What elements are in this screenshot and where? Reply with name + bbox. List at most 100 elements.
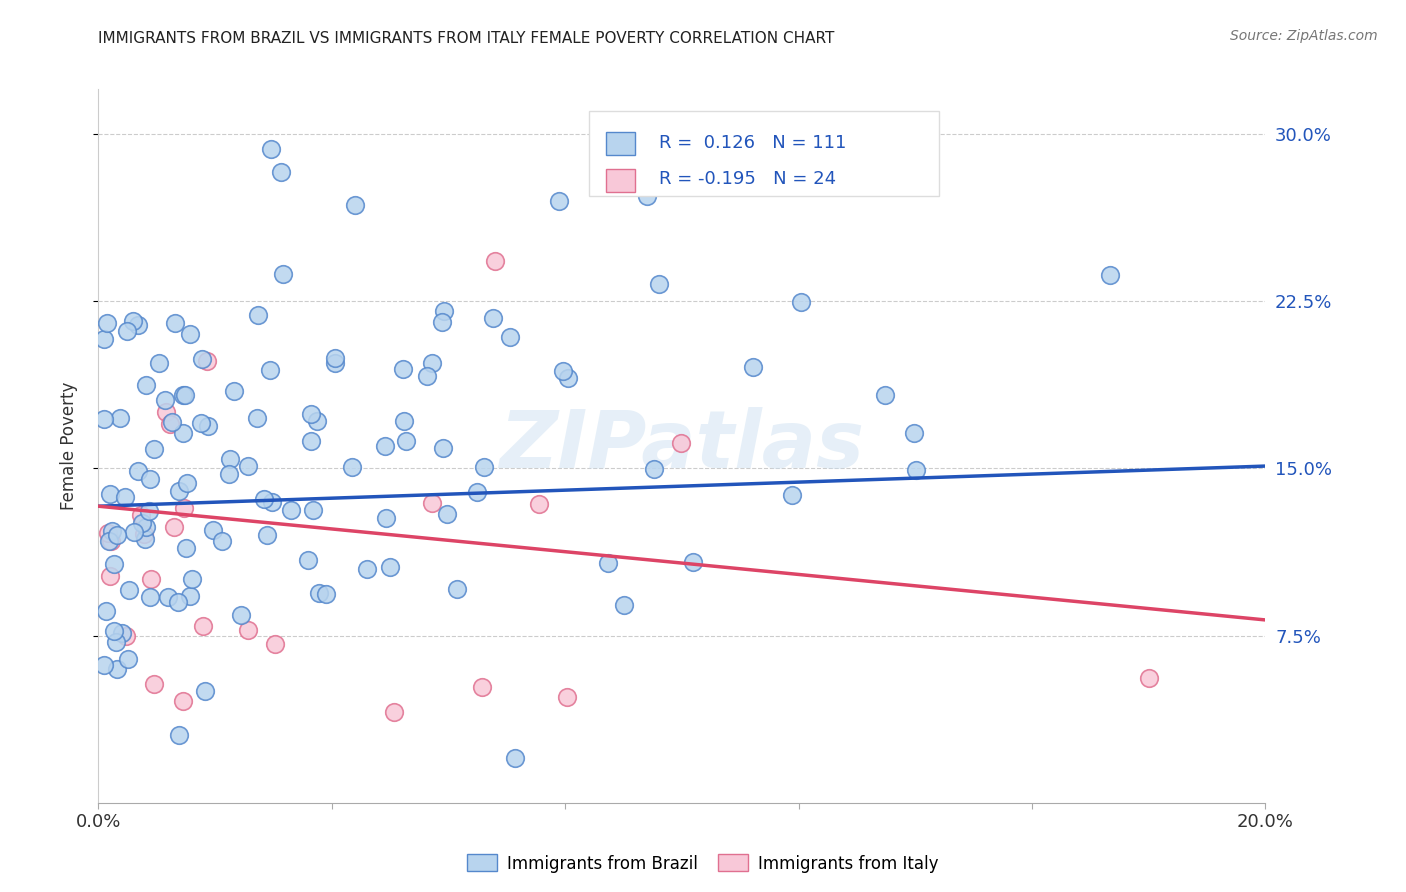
Point: [548, 194, 571, 208]
Point: [356, 562, 378, 576]
Point: [505, 751, 527, 765]
Point: [256, 528, 278, 542]
Point: [157, 590, 180, 604]
Point: [195, 353, 218, 368]
Point: [253, 492, 276, 507]
Point: [93, 412, 115, 426]
Point: [139, 572, 162, 586]
Point: [436, 507, 458, 521]
Point: [167, 484, 190, 499]
Point: [167, 728, 190, 742]
Point: [218, 467, 240, 481]
Point: [229, 607, 252, 622]
Point: [122, 314, 145, 328]
Point: [135, 378, 157, 392]
Point: [643, 462, 665, 476]
Point: [127, 318, 149, 332]
Point: [162, 415, 184, 429]
Point: [165, 316, 187, 330]
Point: [122, 524, 145, 539]
Point: [551, 364, 574, 378]
Point: [270, 165, 292, 179]
FancyBboxPatch shape: [606, 169, 636, 193]
Point: [155, 392, 177, 407]
Point: [246, 410, 269, 425]
Point: [236, 624, 259, 638]
Point: [93, 333, 115, 347]
Point: [172, 694, 194, 708]
Point: [134, 533, 156, 547]
Point: [129, 508, 152, 523]
Point: [432, 441, 454, 455]
Point: [172, 426, 194, 441]
Point: [742, 360, 765, 375]
Point: [131, 516, 153, 530]
Point: [139, 471, 162, 485]
FancyBboxPatch shape: [606, 132, 636, 155]
Text: IMMIGRANTS FROM BRAZIL VS IMMIGRANTS FROM ITALY FEMALE POVERTY CORRELATION CHART: IMMIGRANTS FROM BRAZIL VS IMMIGRANTS FRO…: [98, 31, 835, 46]
Point: [118, 583, 141, 598]
Point: [903, 426, 925, 441]
Point: [395, 434, 418, 448]
Point: [101, 524, 124, 539]
Point: [159, 417, 181, 432]
Point: [263, 637, 285, 651]
Point: [103, 624, 125, 639]
Point: [98, 486, 121, 500]
Point: [905, 463, 928, 477]
Y-axis label: Female Poverty: Female Poverty: [59, 382, 77, 510]
Point: [143, 442, 166, 456]
Point: [432, 315, 454, 329]
Legend: Immigrants from Brazil, Immigrants from Italy: Immigrants from Brazil, Immigrants from …: [461, 847, 945, 880]
Point: [98, 568, 121, 582]
Point: [344, 198, 367, 212]
Point: [222, 384, 245, 398]
Point: [378, 560, 401, 574]
Point: [392, 362, 415, 376]
Point: [529, 497, 551, 511]
Point: [875, 388, 897, 402]
Point: [392, 414, 415, 428]
Point: [115, 629, 138, 643]
Point: [446, 582, 468, 596]
Point: [174, 541, 197, 556]
Point: [172, 388, 194, 402]
Text: R = -0.195   N = 24: R = -0.195 N = 24: [658, 170, 835, 188]
Point: [382, 705, 405, 719]
Point: [323, 356, 346, 370]
Point: [105, 634, 128, 648]
Point: [416, 369, 439, 384]
Point: [194, 683, 217, 698]
Point: [471, 680, 494, 694]
Point: [1137, 671, 1160, 685]
Point: [167, 594, 190, 608]
Point: [308, 586, 330, 600]
Point: [105, 662, 128, 676]
Point: [315, 587, 337, 601]
Point: [302, 503, 325, 517]
Point: [176, 476, 198, 491]
Point: [499, 330, 522, 344]
Point: [148, 356, 170, 370]
Point: [420, 356, 443, 370]
Point: [305, 413, 328, 427]
Point: [111, 626, 134, 640]
Point: [103, 557, 125, 571]
Point: [197, 418, 219, 433]
Point: [420, 496, 443, 510]
Point: [1098, 268, 1121, 283]
Point: [139, 590, 162, 604]
Point: [782, 488, 804, 502]
Point: [179, 326, 201, 341]
Point: [299, 407, 322, 421]
Point: [246, 308, 269, 322]
Point: [484, 253, 506, 268]
Point: [636, 189, 658, 203]
Point: [271, 267, 294, 281]
Point: [211, 533, 233, 548]
Point: [301, 434, 323, 448]
Point: [117, 652, 139, 666]
Point: [472, 460, 495, 475]
Point: [155, 405, 177, 419]
Point: [138, 503, 160, 517]
